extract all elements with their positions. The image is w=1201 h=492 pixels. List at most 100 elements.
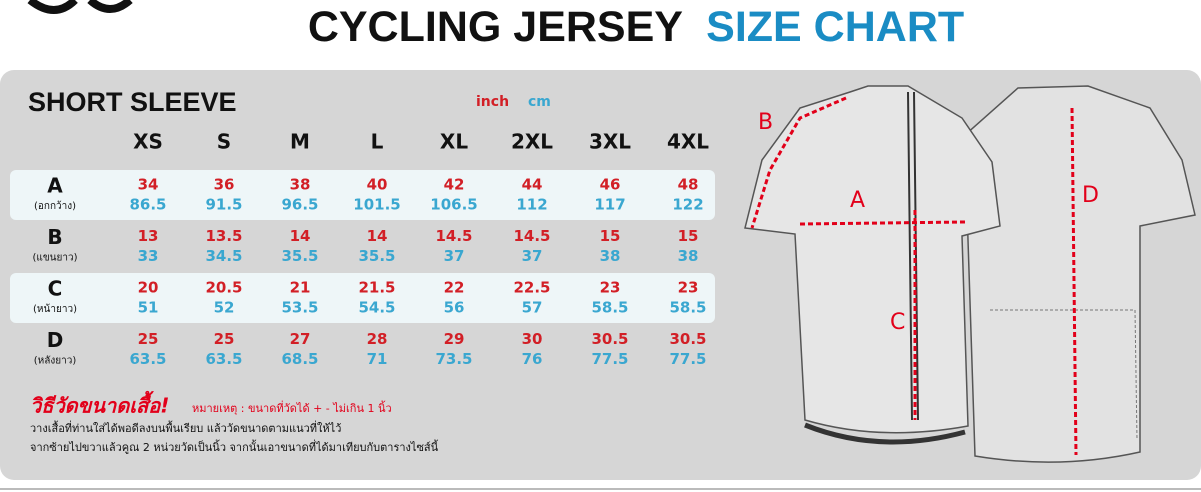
inch-value: 22 xyxy=(444,279,465,297)
unit-cm: cm xyxy=(528,94,551,110)
cm-value: 106.5 xyxy=(430,196,477,214)
diagram-label: B xyxy=(758,110,773,135)
cm-value: 101.5 xyxy=(353,196,400,214)
inch-value: 20.5 xyxy=(205,279,242,297)
size-header: S xyxy=(217,130,231,154)
measure-b xyxy=(750,96,847,229)
inch-value: 14.5 xyxy=(435,227,472,245)
row-label: C xyxy=(48,277,63,301)
size-header: 2XL xyxy=(511,130,553,154)
inch-value: 15 xyxy=(600,227,621,245)
inch-value: 48 xyxy=(678,176,699,194)
inch-value: 28 xyxy=(367,330,388,348)
logo xyxy=(27,0,133,14)
row-label: B xyxy=(47,225,62,249)
inch-value: 38 xyxy=(290,176,311,194)
cm-value: 37 xyxy=(522,247,543,265)
inch-value: 27 xyxy=(290,330,311,348)
notes-remark: หมายเหตุ : ขนาดที่วัดได้ + - ไม่เกิน 1 น… xyxy=(192,400,392,415)
cm-value: 58.5 xyxy=(669,299,706,317)
unit-inch: inch xyxy=(476,94,509,110)
size-header: M xyxy=(290,130,310,154)
hem xyxy=(804,422,966,445)
inch-value: 22.5 xyxy=(513,279,550,297)
inch-value: 46 xyxy=(600,176,621,194)
inch-value: 40 xyxy=(367,176,388,194)
cm-value: 35.5 xyxy=(358,247,395,265)
measure-d xyxy=(1070,107,1078,456)
inch-value: 21 xyxy=(290,279,311,297)
diagram-label: D xyxy=(1082,183,1099,208)
title-accent: SIZE CHART xyxy=(706,3,964,51)
inch-value: 36 xyxy=(214,176,235,194)
section-title: SHORT SLEEVE xyxy=(28,87,237,117)
cm-value: 77.5 xyxy=(669,350,706,368)
cm-value: 38 xyxy=(678,247,699,265)
jersey-front xyxy=(744,85,1001,434)
inch-value: 25 xyxy=(138,330,159,348)
inch-value: 14 xyxy=(290,227,311,245)
row-sublabel: (หลังยาว) xyxy=(34,356,77,367)
measure-a xyxy=(799,220,966,226)
notes-line: วางเสื้อที่ท่านใส่ได้พอดีลงบนพื้นเรียบ แ… xyxy=(30,420,341,435)
cm-value: 57 xyxy=(522,299,543,317)
cm-value: 38 xyxy=(600,247,621,265)
notes-heading: วิธีวัดขนาดเสื้อ! xyxy=(30,391,169,418)
cm-value: 33 xyxy=(138,247,159,265)
size-header: XS xyxy=(133,130,163,154)
diagram-label: C xyxy=(890,310,905,335)
inch-value: 30.5 xyxy=(669,330,706,348)
cm-value: 54.5 xyxy=(358,299,395,317)
inch-value: 30 xyxy=(522,330,543,348)
jersey-diagram: B A C D xyxy=(744,85,1196,463)
inch-value: 42 xyxy=(444,176,465,194)
cm-value: 91.5 xyxy=(205,196,242,214)
inch-value: 29 xyxy=(444,330,465,348)
cm-value: 96.5 xyxy=(281,196,318,214)
inch-value: 23 xyxy=(678,279,699,297)
inch-value: 44 xyxy=(522,176,543,194)
inch-value: 20 xyxy=(138,279,159,297)
size-header: L xyxy=(371,130,384,154)
cm-value: 56 xyxy=(444,299,465,317)
cm-value: 77.5 xyxy=(591,350,628,368)
pocket-seam xyxy=(990,309,1138,441)
page-title: CYCLING JERSEY SIZE CHART xyxy=(308,3,964,51)
table: XS S M L XL 2XL 3XL 4XL A (อกกว้าง) 34 36 38 40 42 44 46… xyxy=(32,130,709,369)
size-header: 3XL xyxy=(589,130,631,154)
cm-value: 117 xyxy=(594,196,625,214)
cm-value: 35.5 xyxy=(281,247,318,265)
title-main: CYCLING JERSEY xyxy=(308,3,682,51)
jersey-back xyxy=(964,85,1196,463)
cm-value: 112 xyxy=(516,196,547,214)
inch-value: 13 xyxy=(138,227,159,245)
size-header: XL xyxy=(440,130,468,154)
inch-value: 15 xyxy=(678,227,699,245)
inch-value: 25 xyxy=(214,330,235,348)
row-label: D xyxy=(47,328,64,352)
size-header: 4XL xyxy=(667,130,709,154)
cm-value: 53.5 xyxy=(281,299,318,317)
cm-value: 34.5 xyxy=(205,247,242,265)
cm-value: 73.5 xyxy=(435,350,472,368)
cm-value: 76 xyxy=(522,350,543,368)
cm-value: 63.5 xyxy=(205,350,242,368)
row-sublabel: (อกกว้าง) xyxy=(34,200,76,212)
inch-value: 13.5 xyxy=(205,227,242,245)
notes-line: จากซ้ายไปขวาแล้วคูณ 2 หน่วยวัดเป็นนิ้ว จ… xyxy=(30,439,439,454)
row-label: A xyxy=(47,174,63,198)
inch-value: 14 xyxy=(367,227,388,245)
inch-value: 14.5 xyxy=(513,227,550,245)
cm-value: 122 xyxy=(672,196,703,214)
cm-value: 51 xyxy=(138,299,159,317)
row-band xyxy=(10,273,715,323)
zipper xyxy=(907,91,919,421)
inch-value: 30.5 xyxy=(591,330,628,348)
cm-value: 37 xyxy=(444,247,465,265)
diagram-label: A xyxy=(850,188,865,213)
inch-value: 21.5 xyxy=(358,279,395,297)
cm-value: 52 xyxy=(214,299,235,317)
inch-value: 23 xyxy=(600,279,621,297)
row-sublabel: (หน้ายาว) xyxy=(33,303,77,315)
